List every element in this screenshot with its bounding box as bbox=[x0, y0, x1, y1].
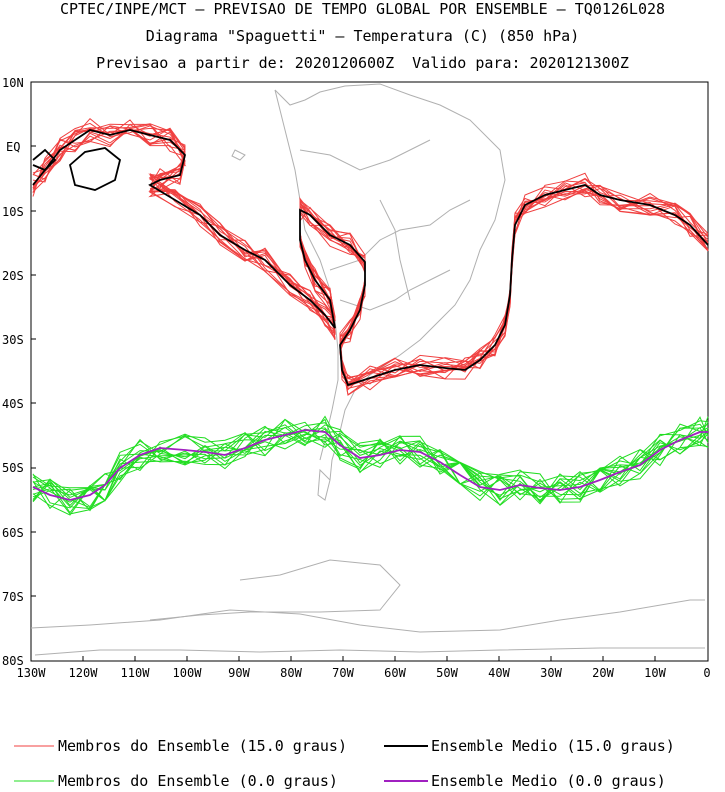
map-title-line-1: CPTEC/INPE/MCT – PREVISAO DE TEMPO GLOBA… bbox=[59, 0, 666, 18]
lat-label: 30S bbox=[2, 333, 24, 347]
map-title-line-3: Previsao a partir de: 2020120600Z Valido… bbox=[96, 54, 629, 72]
lon-label: 120W bbox=[69, 666, 99, 680]
lon-label: 70W bbox=[332, 666, 354, 680]
lat-label: 50S bbox=[2, 461, 24, 475]
member-0-contour bbox=[32, 423, 709, 512]
lon-label: 30W bbox=[540, 666, 562, 680]
member-0-contour bbox=[32, 428, 709, 500]
legend-members-0: Membros do Ensemble (0.0 graus) bbox=[58, 772, 338, 790]
member-0-contour bbox=[32, 421, 709, 506]
member-15-contour bbox=[32, 119, 709, 387]
member-0-contour bbox=[32, 424, 709, 514]
legend-mean-0: Ensemble Medio (0.0 graus) bbox=[431, 772, 666, 790]
map-frame bbox=[30, 81, 709, 662]
member-0-contour bbox=[32, 421, 709, 502]
lat-ticks bbox=[31, 145, 36, 597]
member-15-contour bbox=[32, 123, 709, 387]
member-15-contour bbox=[32, 123, 709, 379]
mean-15-contour bbox=[32, 129, 709, 387]
mean-0-contour bbox=[32, 429, 708, 501]
members-0-contours bbox=[32, 415, 709, 516]
member-0-contour bbox=[32, 420, 709, 510]
lat-label: 10N bbox=[2, 76, 24, 90]
member-15-contour bbox=[32, 122, 709, 383]
lat-label: EQ bbox=[6, 140, 20, 154]
lat-label: 70S bbox=[2, 590, 24, 604]
member-0-contour bbox=[32, 432, 709, 507]
lon-label: 80W bbox=[280, 666, 302, 680]
lon-ticks bbox=[82, 656, 656, 661]
lon-label: 110W bbox=[121, 666, 151, 680]
coastline-layer bbox=[30, 83, 705, 656]
lat-axis: 10N EQ 10S 20S 30S 40S 50S 60S 70S 80S bbox=[2, 76, 24, 668]
lat-label: 80S bbox=[2, 654, 24, 668]
lon-label: 0 bbox=[703, 666, 710, 680]
lon-label: 90W bbox=[228, 666, 250, 680]
lon-label: 60W bbox=[384, 666, 406, 680]
member-0-contour bbox=[32, 416, 709, 510]
lon-label: 100W bbox=[173, 666, 203, 680]
lon-axis: 130W 120W 110W 100W 90W 80W 70W 60W 50W … bbox=[17, 666, 711, 680]
member-15-contour bbox=[32, 128, 709, 385]
map-title-line-2: Diagrama "Spaguetti" – Temperatura (C) (… bbox=[145, 27, 580, 45]
member-15-contour bbox=[32, 118, 709, 387]
lon-label: 50W bbox=[436, 666, 458, 680]
member-0-contour bbox=[32, 418, 709, 515]
member-15-contour bbox=[32, 123, 709, 396]
lon-label: 20W bbox=[592, 666, 614, 680]
legend-members-15: Membros do Ensemble (15.0 graus) bbox=[58, 737, 347, 755]
lon-label: 40W bbox=[488, 666, 510, 680]
member-15-contour bbox=[32, 127, 709, 390]
lat-label: 20S bbox=[2, 269, 24, 283]
member-15-contour bbox=[32, 127, 709, 391]
legend-mean-15: Ensemble Medio (15.0 graus) bbox=[431, 737, 675, 755]
member-15-contour bbox=[32, 127, 709, 391]
lat-label: 40S bbox=[2, 397, 24, 411]
member-15-contour bbox=[32, 125, 709, 385]
members-15-contours bbox=[32, 118, 709, 396]
lat-label: 60S bbox=[2, 526, 24, 540]
lat-label: 10S bbox=[2, 205, 24, 219]
member-15-contour bbox=[32, 124, 709, 385]
lon-label: 10W bbox=[644, 666, 666, 680]
lon-label: 130W bbox=[17, 666, 47, 680]
